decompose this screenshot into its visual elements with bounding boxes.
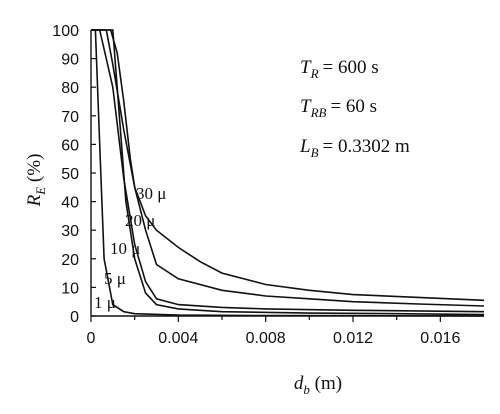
x-tick-label: 0.008 <box>246 330 286 347</box>
y-axis-label: RE (%) <box>24 154 48 208</box>
y-tick-label: 0 <box>70 309 79 326</box>
series-label: 1 μ <box>94 293 116 312</box>
series-line <box>91 29 485 302</box>
y-tick-label: 100 <box>52 23 79 40</box>
annotation-lb: LB = 0.3302 m <box>299 136 410 160</box>
annotation-tr: TR = 600 s <box>300 57 379 81</box>
series-label: 10 μ <box>110 239 140 258</box>
series-line <box>91 29 485 317</box>
y-tick-label: 60 <box>61 137 79 154</box>
x-tick-label: 0.016 <box>420 330 460 347</box>
x-axis-label: db (m) <box>294 373 342 397</box>
y-tick-label: 90 <box>61 52 79 69</box>
x-tick-label: 0.004 <box>158 330 198 347</box>
y-tick-label: 80 <box>61 80 79 97</box>
series-line <box>91 29 485 307</box>
y-tick-label: 20 <box>61 252 79 269</box>
series-line <box>91 29 485 316</box>
series-label: 20 μ <box>125 211 155 230</box>
curves <box>91 29 485 317</box>
series-labels: 1 μ 5 μ 10 μ 20 μ 30 μ <box>94 184 166 312</box>
series-label: 5 μ <box>104 269 126 288</box>
y-tick-label: 40 <box>61 195 79 212</box>
series-line <box>91 29 485 313</box>
axes: 0 10 20 30 40 50 60 70 80 90 100 0 0.004 0.008 0.012 0.… <box>52 23 484 347</box>
x-tick-label: 0 <box>87 330 96 347</box>
y-tick-label: 50 <box>61 166 79 183</box>
y-tick-label: 70 <box>61 109 79 126</box>
series-label: 30 μ <box>136 184 166 203</box>
x-tick-label: 0.012 <box>333 330 373 347</box>
annotation-trb: TRB = 60 s <box>300 96 377 120</box>
y-tick-label: 30 <box>61 223 79 240</box>
y-tick-label: 10 <box>61 280 79 297</box>
